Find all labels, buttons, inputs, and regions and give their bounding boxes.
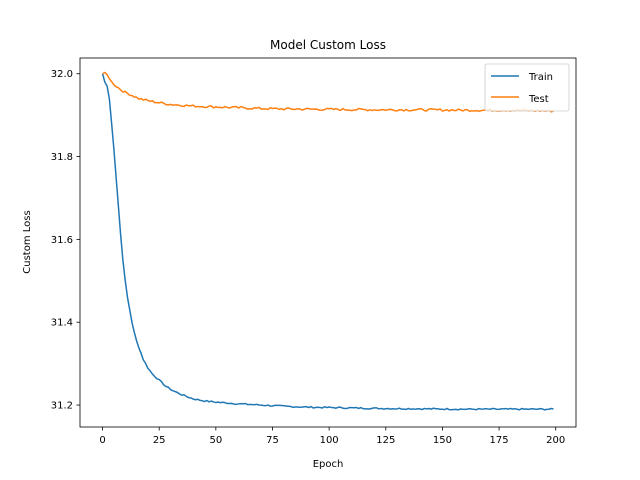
axes-frame	[79, 57, 577, 428]
chart-title: Model Custom Loss	[270, 38, 386, 52]
y-axis-ticks: 31.2 31.4 31.6 31.8 32.0	[51, 69, 80, 412]
y-tick-label: 31.2	[51, 401, 73, 412]
x-tick-label: 75	[266, 435, 279, 446]
x-tick-label: 125	[376, 435, 395, 446]
legend-train-label: Train	[528, 72, 553, 83]
x-tick-label: 0	[99, 435, 105, 446]
series-line-train	[101, 73, 554, 411]
y-axis-label: Custom Loss	[22, 210, 33, 273]
x-tick-label: 175	[490, 435, 509, 446]
plot-lines	[101, 71, 554, 411]
series-line-test	[102, 71, 554, 113]
x-axis-label: Epoch	[313, 459, 344, 470]
x-tick-label: 200	[546, 435, 565, 446]
y-tick-label: 32.0	[51, 69, 73, 80]
x-tick-label: 50	[209, 435, 222, 446]
x-axis-ticks: 0 25 50 75 100 125 150 175 200	[99, 427, 565, 446]
legend-box	[484, 63, 570, 112]
x-tick-label: 150	[433, 435, 452, 446]
legend: Train Test	[484, 63, 570, 112]
x-tick-label: 25	[153, 435, 166, 446]
legend-test-label: Test	[528, 94, 549, 105]
y-tick-label: 31.6	[51, 235, 73, 246]
y-tick-label: 31.4	[51, 318, 73, 329]
x-tick-label: 100	[320, 435, 339, 446]
y-tick-label: 31.8	[51, 152, 73, 163]
